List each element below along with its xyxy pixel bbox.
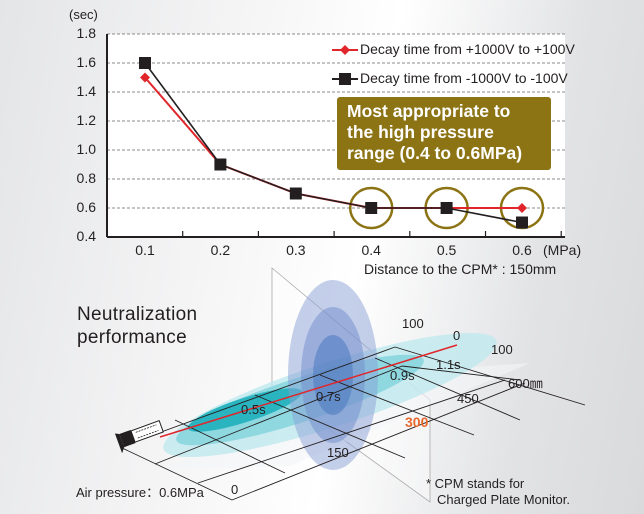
distance-label: 600㎜ (508, 376, 543, 391)
legend-label: Decay time from -1000V to -100V (360, 70, 568, 86)
diagram-title-line: performance (77, 327, 187, 348)
decay-label: 1.1s (436, 357, 461, 372)
decay-label: 0.9s (390, 368, 415, 383)
annotation-line: the high pressure (347, 122, 494, 142)
height-label: 100 (402, 316, 424, 331)
decay-label: 0.5s (241, 402, 266, 417)
ionizer-nozzle-icon (114, 419, 164, 454)
y-axis-unit: (sec) (69, 7, 98, 22)
data-point-square (440, 202, 453, 214)
data-point-diamond (517, 203, 527, 213)
y-tick-label: 1.8 (76, 25, 96, 41)
y-tick-label: 1.2 (76, 112, 96, 128)
diagram-title: Neutralization performance (77, 303, 197, 349)
data-point-square (516, 216, 528, 229)
legend-label: Decay time from +1000V to +100V (360, 41, 575, 57)
data-point-square (139, 57, 151, 69)
legend-item-negative: Decay time from -1000V to -100V (332, 70, 568, 86)
air-pressure-label: Air pressure：0.6MPa (76, 485, 204, 500)
footnote-line: * CPM stands for (426, 476, 525, 491)
y-tick-label: 1.6 (76, 54, 96, 70)
y-tick-label: 0.6 (76, 199, 96, 215)
disc-inner (313, 335, 353, 415)
series-line-1 (144, 62, 523, 224)
height-label: 0 (453, 328, 461, 343)
distance-label: 0 (231, 482, 239, 497)
x-tick-label: 0.1 (135, 242, 155, 258)
distance-label: 150 (327, 445, 349, 460)
height-label: 100 (491, 342, 513, 357)
legend-item-positive: Decay time from +1000V to +100V (332, 41, 575, 57)
y-tick-label: 0.8 (76, 170, 96, 186)
x-tick-label: 0.2 (210, 242, 231, 258)
footnote: * CPM stands for Charged Plate Monitor. (426, 476, 570, 508)
neutralization-diagram (114, 267, 586, 503)
annotation-line: Most appropriate to (347, 101, 511, 121)
x-axis-unit: (MPa) (543, 242, 582, 258)
annotation-line: range (0.4 to 0.6MPa) (347, 143, 523, 163)
diagram-title-line: Neutralization (77, 304, 198, 325)
data-point-square (365, 202, 378, 214)
chart-subtitle: Distance to the CPM* : 150mm (364, 261, 557, 277)
y-tick-label: 1.4 (76, 83, 96, 99)
x-tick-label: 0.5 (436, 242, 457, 258)
x-tick-label: 0.4 (361, 242, 381, 258)
decay-label: 0.7s (316, 389, 341, 404)
data-point-square (214, 158, 227, 171)
distance-label: 450 (457, 391, 479, 406)
distance-label-highlight: 300 (405, 414, 429, 430)
x-tick-label: 0.3 (286, 242, 306, 258)
y-tick-label: 1.0 (76, 141, 96, 157)
annotation-badge: Most appropriate to the high pressure ra… (337, 97, 551, 170)
data-point-square (289, 187, 302, 200)
x-tick-label: 0.6 (512, 242, 532, 258)
legend-marker-diamond-icon (332, 45, 358, 56)
y-tick-label: 0.4 (76, 228, 96, 244)
data-point-diamond (140, 72, 150, 83)
air-axis-line (159, 344, 458, 438)
legend-marker-square-icon (332, 73, 358, 86)
footnote-line: Charged Plate Monitor. (437, 492, 570, 507)
